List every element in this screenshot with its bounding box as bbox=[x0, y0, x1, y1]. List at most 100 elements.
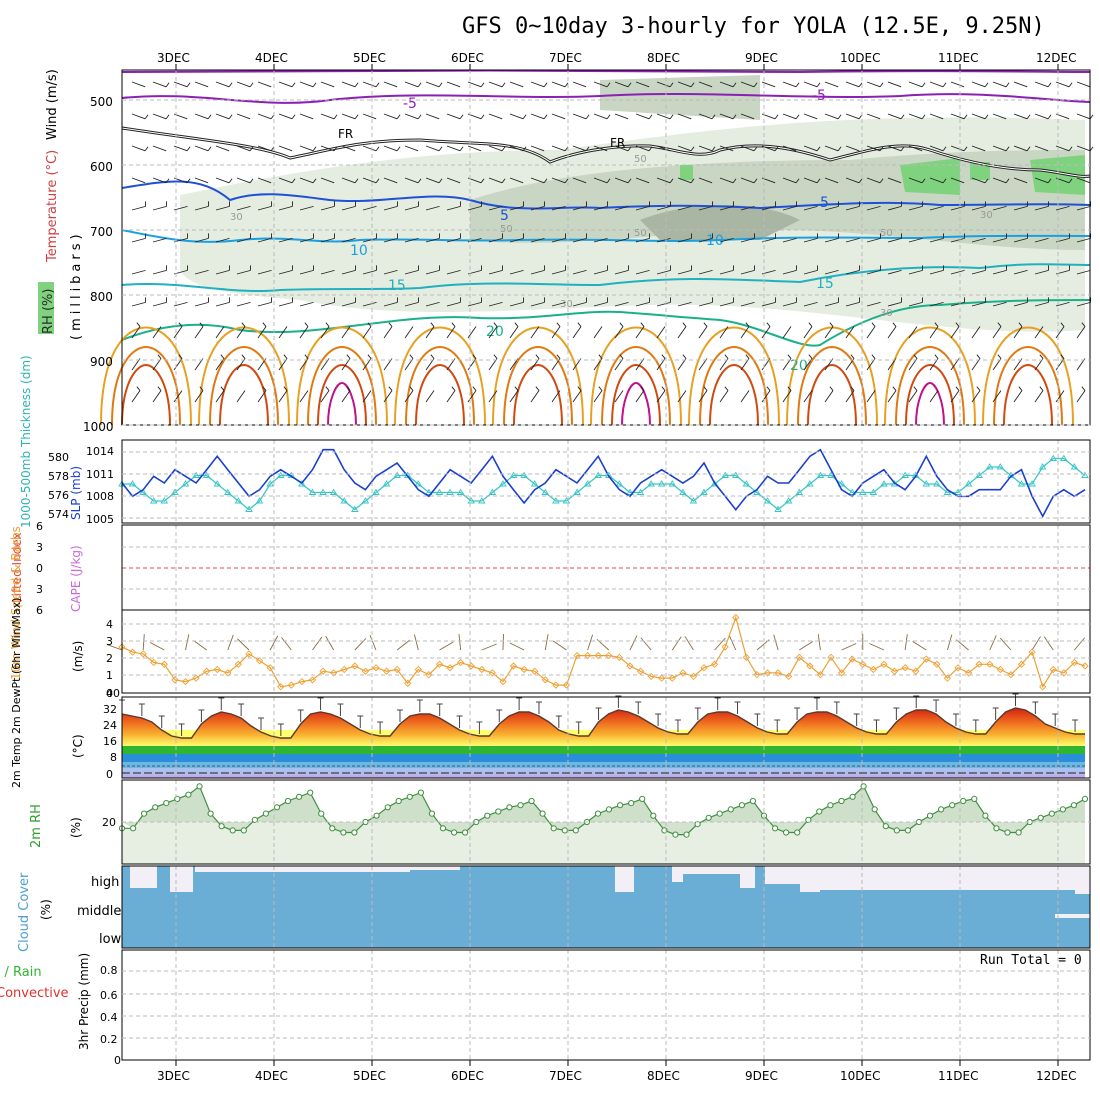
wind-barb bbox=[719, 145, 734, 152]
wind10-point bbox=[827, 653, 835, 661]
wind10-barb bbox=[999, 637, 1012, 651]
wind10-barb bbox=[185, 634, 190, 651]
thickness-point bbox=[1038, 463, 1047, 470]
wind-barb bbox=[740, 145, 755, 152]
wind-barb bbox=[1034, 269, 1049, 275]
precip-axis: 0.8 0.6 0.4 0.2 0 bbox=[100, 964, 121, 1067]
wind-barb bbox=[236, 177, 251, 184]
wind-barb bbox=[446, 390, 456, 403]
wind-barb bbox=[677, 237, 692, 243]
wind-barb bbox=[992, 326, 1002, 339]
wind-barb bbox=[425, 237, 440, 243]
wind-barb-flag bbox=[787, 386, 792, 391]
wind-barb bbox=[572, 390, 582, 403]
wind-barb-flag bbox=[325, 322, 330, 327]
wind-barb-flag bbox=[220, 354, 225, 359]
thickness-point bbox=[753, 488, 761, 495]
wind-barb bbox=[278, 145, 293, 152]
wind-barb-flag bbox=[144, 146, 149, 152]
wind10-point bbox=[192, 674, 200, 682]
wind10-point bbox=[351, 662, 359, 670]
pressure-tick: 700 bbox=[90, 225, 113, 239]
wind-barb bbox=[782, 145, 797, 152]
wind-barb bbox=[593, 205, 608, 211]
wind-barb bbox=[866, 237, 881, 243]
warm-contour bbox=[513, 363, 563, 426]
temp-tick: 32 bbox=[103, 703, 117, 716]
wind-barb bbox=[320, 177, 335, 184]
wind-barb bbox=[299, 81, 314, 88]
rh-point bbox=[273, 804, 281, 811]
wind-barb-flag bbox=[438, 146, 443, 152]
wind-barb bbox=[467, 301, 482, 307]
wind-barb-flag bbox=[711, 114, 716, 120]
wind-barb bbox=[719, 301, 734, 307]
wind10-point bbox=[393, 665, 401, 674]
wind10-point bbox=[287, 681, 295, 689]
wind-barb-flag bbox=[627, 178, 632, 184]
wind-barb bbox=[992, 81, 1007, 88]
wind-barb-flag bbox=[430, 354, 435, 359]
wind-barb bbox=[677, 269, 692, 275]
wind-barb bbox=[677, 81, 692, 88]
rh-point bbox=[528, 797, 535, 805]
wind-barb-flag bbox=[669, 114, 674, 120]
wind-barb bbox=[614, 81, 629, 88]
wind-barb-flag bbox=[879, 178, 884, 184]
wind-barb bbox=[383, 145, 398, 152]
wind-barb bbox=[173, 205, 188, 211]
wind-barb bbox=[1076, 269, 1091, 275]
wind-barb bbox=[1076, 177, 1091, 184]
wind-barb bbox=[383, 177, 398, 184]
wind-barb-flag bbox=[283, 386, 288, 391]
wind-barb-flag bbox=[682, 322, 687, 327]
wind-barb bbox=[824, 269, 839, 275]
wind10-point bbox=[605, 651, 613, 660]
wind-barb-flag bbox=[661, 386, 666, 391]
rh-point bbox=[130, 825, 137, 832]
wind-barb-flag bbox=[304, 354, 309, 359]
wind-barb bbox=[1013, 177, 1028, 184]
warm-contour bbox=[884, 326, 976, 426]
li-tick: 0 bbox=[36, 562, 43, 575]
wind-barb bbox=[236, 113, 251, 120]
ylabel-cloud-unit: (%) bbox=[39, 899, 53, 920]
rh-point bbox=[351, 829, 358, 836]
wind-barb bbox=[971, 113, 986, 120]
wind-barb bbox=[446, 301, 461, 307]
ylabel-temp: 2m Temp 2m DewPt (6hr Min/Max) bbox=[10, 598, 23, 788]
wind10-barb bbox=[904, 634, 908, 651]
wind-barb bbox=[866, 326, 876, 339]
wind-barb bbox=[131, 177, 146, 184]
rh-point bbox=[262, 810, 269, 817]
thickness-point bbox=[520, 471, 528, 478]
wind10-point bbox=[1070, 658, 1079, 667]
wind-barb-flag bbox=[249, 178, 254, 184]
wind-barb bbox=[1055, 301, 1070, 307]
upper-panel: -5 -5 FR FR 5 5 10 10 15 15 20 20 30 30 … bbox=[38, 69, 1094, 434]
temp-area bbox=[122, 708, 1085, 746]
wind-barb-flag bbox=[976, 354, 981, 359]
thickness-point bbox=[435, 488, 444, 495]
wind10-barb bbox=[841, 643, 857, 651]
wind-barb-flag bbox=[690, 82, 695, 88]
wind-barb bbox=[1055, 145, 1070, 152]
temp-tick: 8 bbox=[110, 751, 117, 764]
wind10-point bbox=[467, 662, 475, 670]
wind-barb bbox=[992, 205, 1007, 211]
wind-barb bbox=[803, 205, 818, 211]
temp-line bbox=[121, 707, 1085, 739]
wind-barb bbox=[950, 390, 960, 403]
wind-barb bbox=[488, 177, 503, 184]
wind-barb-flag bbox=[207, 146, 212, 152]
wind-barb bbox=[551, 113, 566, 120]
thickness-point bbox=[149, 497, 158, 504]
wind-barb bbox=[509, 205, 524, 211]
wind10-barb bbox=[773, 634, 779, 651]
wind-barb bbox=[929, 177, 944, 184]
wind-barb bbox=[845, 113, 860, 120]
wind-barb-flag bbox=[669, 82, 674, 88]
wind-barb bbox=[929, 145, 944, 152]
rh-label: 30 bbox=[880, 308, 893, 319]
wind-barb-flag bbox=[1047, 82, 1052, 88]
